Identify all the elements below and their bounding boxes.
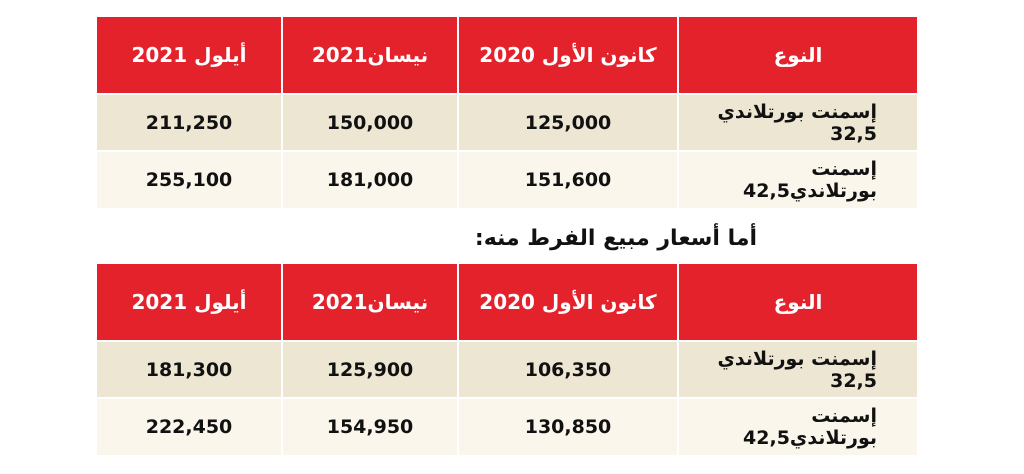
retail-heading: أما أسعار مبيع الفرط منه: bbox=[474, 226, 757, 251]
header-type: النوع bbox=[677, 17, 917, 93]
cell-sep-2021: 181,300 bbox=[97, 340, 281, 397]
cell-sep-2021: 255,100 bbox=[97, 150, 281, 208]
table-header-row: النوع كانون الأول 2020 نيسان2021 أيلول 2… bbox=[97, 17, 917, 93]
cell-sep-2021: 222,450 bbox=[97, 397, 281, 455]
wholesale-price-table: النوع كانون الأول 2020 نيسان2021 أيلول 2… bbox=[97, 17, 917, 208]
header-type: النوع bbox=[677, 264, 917, 340]
cell-dec-2020: 151,600 bbox=[457, 150, 677, 208]
cell-type: إسمنت بورتلاندي 32,5 bbox=[677, 93, 917, 150]
table-header-row: النوع كانون الأول 2020 نيسان2021 أيلول 2… bbox=[97, 264, 917, 340]
cell-dec-2020: 130,850 bbox=[457, 397, 677, 455]
cell-sep-2021: 211,250 bbox=[97, 93, 281, 150]
cell-apr-2021: 181,000 bbox=[281, 150, 457, 208]
cell-type: إسمنت بورتلاندي42,5 bbox=[677, 397, 917, 455]
cell-type: إسمنت بورتلاندي 32,5 bbox=[677, 340, 917, 397]
table-row: إسمنت بورتلاندي 32,5 125,000 150,000 211… bbox=[97, 93, 917, 150]
header-sep-2021: أيلول 2021 bbox=[97, 264, 281, 340]
header-dec-2020: كانون الأول 2020 bbox=[457, 17, 677, 93]
retail-price-table: النوع كانون الأول 2020 نيسان2021 أيلول 2… bbox=[97, 264, 917, 455]
cell-dec-2020: 106,350 bbox=[457, 340, 677, 397]
cell-apr-2021: 154,950 bbox=[281, 397, 457, 455]
cell-apr-2021: 125,900 bbox=[281, 340, 457, 397]
cell-dec-2020: 125,000 bbox=[457, 93, 677, 150]
header-dec-2020: كانون الأول 2020 bbox=[457, 264, 677, 340]
table-row: إسمنت بورتلاندي 32,5 106,350 125,900 181… bbox=[97, 340, 917, 397]
header-apr-2021: نيسان2021 bbox=[281, 17, 457, 93]
table-row: إسمنت بورتلاندي42,5 130,850 154,950 222,… bbox=[97, 397, 917, 455]
cell-type: إسمنت بورتلاندي42,5 bbox=[677, 150, 917, 208]
table-row: إسمنت بورتلاندي42,5 151,600 181,000 255,… bbox=[97, 150, 917, 208]
cell-apr-2021: 150,000 bbox=[281, 93, 457, 150]
header-apr-2021: نيسان2021 bbox=[281, 264, 457, 340]
header-sep-2021: أيلول 2021 bbox=[97, 17, 281, 93]
